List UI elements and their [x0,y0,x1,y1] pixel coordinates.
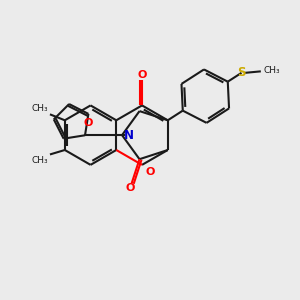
Text: O: O [137,70,147,80]
Text: O: O [125,183,135,193]
Text: CH₃: CH₃ [32,104,49,113]
Text: CH₃: CH₃ [32,156,49,165]
Text: O: O [146,167,155,177]
Text: O: O [84,118,93,128]
Text: S: S [237,66,246,79]
Text: N: N [124,129,134,142]
Text: CH₃: CH₃ [263,66,280,75]
